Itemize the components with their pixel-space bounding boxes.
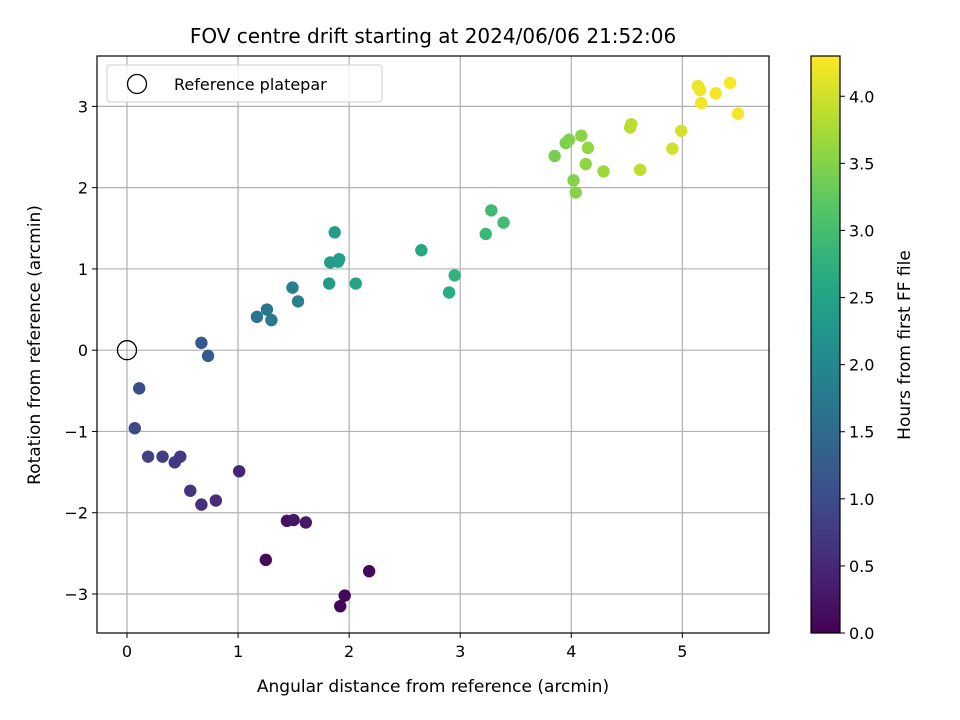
colorbar-tick-label: 1.5 — [849, 423, 874, 442]
chart-title: FOV centre drift starting at 2024/06/06 … — [190, 24, 676, 48]
colorbar: 0.0 0.5 1.0 1.5 2.0 2.5 3.0 3.5 4.0 — [810, 55, 874, 643]
data-point — [695, 96, 708, 110]
data-point — [569, 186, 582, 199]
data-point — [260, 303, 274, 316]
data-point — [625, 118, 638, 131]
x-tick-label: 5 — [677, 642, 687, 661]
colorbar-tick-label: 3.5 — [849, 154, 874, 173]
plot-background — [97, 56, 769, 633]
data-point — [548, 149, 561, 163]
x-tick-label: 4 — [566, 642, 576, 661]
data-point — [156, 450, 169, 463]
data-point — [286, 281, 299, 294]
x-axis-label: Angular distance from reference (arcmin) — [257, 677, 609, 697]
data-point — [128, 422, 141, 435]
colorbar-tick-label: 0.5 — [849, 557, 874, 576]
colorbar-gradient — [810, 55, 841, 634]
x-tick-label: 2 — [344, 642, 354, 661]
plot-area: 0 1 2 3 4 5 −3 −2 −1 0 1 2 3 Reference platepar — [64, 55, 770, 661]
data-point — [485, 204, 498, 217]
data-point — [174, 450, 187, 463]
data-point — [184, 484, 197, 497]
data-point — [328, 226, 341, 239]
y-tick-label: −3 — [64, 585, 88, 604]
colorbar-tick-label: 1.0 — [849, 490, 874, 509]
data-point — [201, 349, 215, 363]
data-point — [232, 465, 246, 478]
data-point — [675, 124, 688, 137]
data-point — [141, 450, 155, 463]
data-point — [579, 157, 592, 171]
data-point — [362, 565, 376, 578]
data-point — [597, 165, 610, 178]
data-point — [415, 244, 428, 257]
data-point — [334, 599, 347, 613]
y-tick-label: 0 — [78, 341, 88, 360]
x-tick-label: 1 — [233, 642, 243, 661]
data-point — [693, 83, 707, 97]
colorbar-label: Hours from first FF file — [895, 250, 915, 440]
data-point — [195, 336, 208, 350]
y-tick-label: 2 — [78, 179, 88, 198]
data-point — [299, 516, 313, 529]
x-tick-label: 3 — [455, 642, 465, 661]
data-point — [633, 163, 647, 176]
x-tick-label: 0 — [122, 642, 132, 661]
data-point — [133, 382, 146, 395]
data-point — [332, 252, 346, 266]
y-tick-label: 1 — [78, 260, 88, 279]
y-tick-label: −2 — [64, 504, 88, 523]
data-point — [581, 141, 595, 155]
data-point — [666, 142, 679, 155]
data-point — [265, 313, 278, 327]
data-point — [250, 310, 264, 324]
data-point — [567, 174, 580, 187]
colorbar-tick-label: 4.0 — [849, 87, 874, 106]
colorbar-tick-label: 2.0 — [849, 356, 874, 375]
data-point — [291, 295, 305, 308]
data-point — [338, 589, 351, 602]
reference-marker — [116, 340, 138, 361]
data-point — [195, 498, 208, 511]
data-point — [723, 76, 737, 90]
legend-marker — [126, 73, 148, 95]
data-point — [731, 107, 745, 120]
data-point — [448, 269, 461, 282]
data-point — [575, 129, 588, 142]
y-tick-label: −1 — [64, 422, 88, 441]
data-point — [709, 87, 722, 100]
data-point — [562, 133, 576, 146]
y-tick-label: 3 — [78, 97, 88, 116]
legend-label: Reference platepar — [174, 75, 327, 94]
data-point — [442, 286, 456, 299]
data-point — [259, 553, 273, 567]
data-point — [287, 513, 300, 527]
data-point — [349, 277, 363, 290]
legend-box — [106, 64, 383, 103]
data-point — [209, 494, 223, 507]
y-axis-label: Rotation from reference (arcmin) — [25, 205, 45, 485]
data-point — [479, 227, 492, 241]
data-point — [497, 216, 510, 229]
legend: Reference platepar — [106, 64, 383, 103]
axes-frame — [96, 55, 770, 634]
colorbar-tick-label: 2.5 — [849, 289, 874, 308]
data-point — [322, 277, 336, 290]
colorbar-tick-label: 3.0 — [849, 221, 874, 240]
colorbar-tick-label: 0.0 — [849, 624, 874, 643]
